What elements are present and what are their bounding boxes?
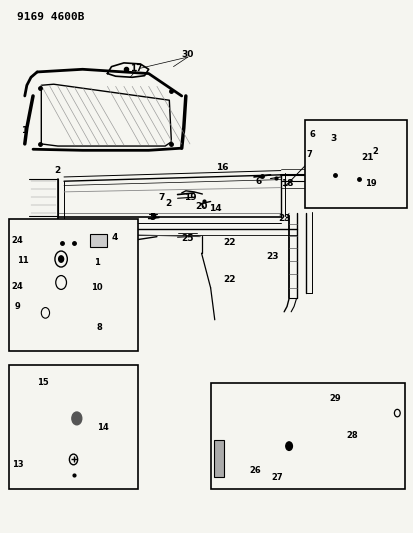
Text: 14: 14 [97, 423, 108, 432]
Text: 8: 8 [96, 324, 102, 332]
Text: 30: 30 [182, 51, 194, 59]
Text: 22: 22 [223, 238, 235, 247]
Text: 20: 20 [195, 202, 208, 211]
Text: 7: 7 [158, 193, 164, 201]
Text: 16: 16 [216, 163, 228, 172]
Text: 2: 2 [54, 166, 60, 175]
Circle shape [59, 256, 64, 262]
Text: 28: 28 [346, 432, 358, 440]
Text: 22: 22 [223, 276, 235, 284]
Bar [305, 120, 407, 208]
Text: 12: 12 [91, 240, 103, 248]
Text: 17: 17 [130, 64, 142, 72]
Text: 27: 27 [272, 473, 283, 481]
Text: 13: 13 [12, 461, 23, 469]
Text: 21: 21 [361, 153, 374, 161]
Circle shape [286, 442, 292, 450]
Bar [9, 365, 138, 489]
Text: 14: 14 [209, 205, 222, 213]
Text: 19: 19 [365, 180, 377, 188]
Circle shape [72, 412, 82, 425]
Text: 10: 10 [91, 284, 103, 292]
Text: 23: 23 [266, 253, 279, 261]
Text: 2: 2 [165, 199, 172, 208]
Text: 6: 6 [309, 130, 315, 139]
Text: 19: 19 [185, 193, 197, 201]
Bar [90, 234, 107, 247]
Text: 4: 4 [112, 233, 118, 241]
Text: 23: 23 [279, 214, 291, 223]
Text: 24: 24 [12, 282, 23, 291]
Text: 18: 18 [281, 180, 293, 188]
Text: 11: 11 [17, 256, 28, 264]
Text: 15: 15 [38, 378, 49, 386]
Bar [211, 383, 405, 489]
Text: 6: 6 [255, 177, 261, 185]
Text: 9: 9 [14, 302, 20, 311]
Text: 7: 7 [307, 150, 313, 159]
Text: 5: 5 [149, 213, 155, 222]
Text: 9169 4600B: 9169 4600B [17, 12, 84, 22]
Text: 3: 3 [330, 134, 337, 143]
Text: 25: 25 [182, 234, 194, 243]
Bar [9, 219, 138, 351]
Text: 1: 1 [21, 126, 27, 135]
Text: 26: 26 [249, 466, 261, 474]
Text: 24: 24 [12, 237, 23, 245]
Text: 2: 2 [372, 148, 378, 156]
Text: 1: 1 [94, 258, 100, 266]
Text: 29: 29 [330, 394, 341, 402]
Bar [214, 440, 224, 477]
